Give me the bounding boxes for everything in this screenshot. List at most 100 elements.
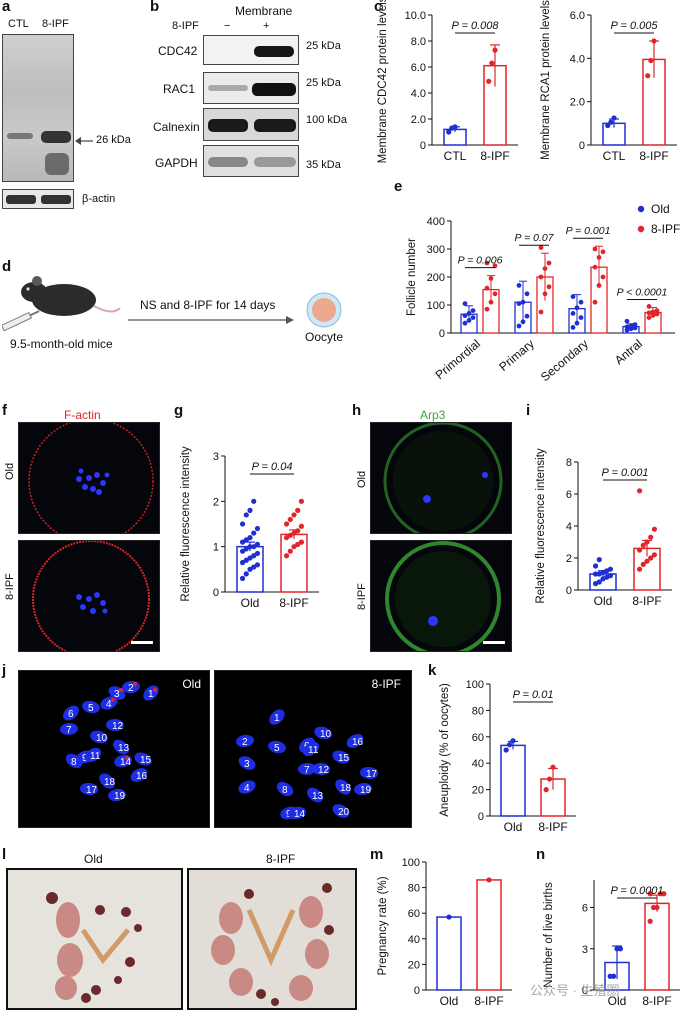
row-label-old: Old (4, 462, 16, 480)
data-point (243, 537, 249, 543)
x-tick-label: 8-IPF (632, 594, 661, 608)
data-point (538, 245, 544, 250)
p-value-label: P = 0.006 (458, 255, 503, 267)
blot-kda-label: 25 kDa (306, 77, 341, 89)
bar (476, 879, 502, 991)
data-point (486, 877, 492, 883)
chromosome-number: 19 (114, 791, 126, 802)
data-point (520, 299, 526, 305)
data-point (492, 47, 498, 53)
y-tick-label: 0 (579, 140, 585, 152)
data-point (287, 548, 293, 554)
chromosome (332, 804, 350, 818)
y-tick-label: 6 (582, 903, 588, 915)
data-point (607, 566, 614, 572)
x-tick-label: Antral (612, 337, 645, 368)
data-point (650, 309, 656, 315)
data-point (600, 249, 606, 255)
chromosome-number: 11 (90, 751, 101, 762)
data-point (574, 320, 580, 326)
data-point (446, 129, 452, 135)
data-point (661, 891, 667, 897)
data-point (646, 304, 652, 309)
data-point (298, 523, 305, 529)
blot-band (41, 131, 71, 143)
micrograph-arp3-old (370, 422, 512, 534)
data-point (640, 561, 646, 567)
chromosome (360, 766, 378, 780)
data-point (295, 541, 301, 547)
data-point (651, 526, 658, 532)
data-point (247, 555, 253, 561)
data-point (251, 498, 257, 504)
photo-title-8ipf: 8-IPF (266, 852, 296, 866)
blot-kda-label: 35 kDa (306, 159, 341, 171)
data-point (611, 115, 617, 121)
x-tick-label: Old (594, 594, 613, 608)
chromosome (238, 780, 256, 794)
chromosome-number: 8 (71, 757, 77, 768)
data-point (538, 274, 544, 280)
data-point (239, 575, 246, 581)
blot-kda-label: 25 kDa (306, 40, 341, 52)
data-point (283, 553, 290, 559)
x-tick-label: Old (440, 994, 459, 1008)
data-point (486, 78, 492, 84)
chromosome-number: 3 (244, 759, 250, 770)
x-tick-label: Secondary (538, 337, 591, 385)
chromosome-number: 5 (88, 703, 94, 714)
legend-marker (637, 205, 645, 213)
y-tick-label: 0 (582, 985, 588, 997)
chromosome-number: 1 (148, 689, 154, 700)
data-point (291, 530, 297, 536)
band-size-label: 26 kDa (96, 134, 131, 146)
data-point (610, 973, 617, 979)
blot-row-label: GAPDH (155, 156, 198, 170)
data-point (247, 566, 253, 572)
data-point (247, 535, 253, 541)
chromosome-number: 11 (308, 745, 319, 756)
chromosome (106, 718, 124, 732)
bar (436, 916, 462, 991)
panel-label-m: m (370, 846, 384, 863)
data-point (644, 558, 650, 564)
treatment-sign-minus: − (224, 20, 231, 32)
panel-label-g: g (174, 402, 184, 419)
chromosome-number: 2 (242, 737, 248, 748)
y-tick-label: 3 (213, 451, 219, 463)
x-tick-label: Old (504, 820, 523, 834)
treatment-row-label: 8-IPF (172, 20, 199, 32)
loading-control-blot (2, 189, 74, 209)
blot-band (254, 157, 296, 167)
chromosome-number: 12 (112, 721, 124, 732)
x-tick-label: 8-IPF (642, 994, 671, 1008)
micrograph-f-actin-8ipf (18, 540, 160, 652)
chromosome-number: 16 (136, 771, 148, 782)
y-tick-label: 60 (408, 908, 420, 920)
y-tick-label: 100 (427, 300, 445, 312)
data-point (542, 266, 548, 271)
y-tick-label: 2 (213, 496, 219, 508)
data-point (644, 539, 650, 545)
panel-label-j: j (2, 662, 7, 679)
x-tick-label: CTL (444, 149, 467, 163)
chromosome (130, 768, 148, 782)
chromosome (236, 734, 254, 748)
chromosome (346, 734, 364, 748)
p-value-label: P = 0.07 (514, 232, 554, 244)
data-point (247, 507, 253, 513)
data-point (600, 274, 606, 280)
y-tick-label: 2 (566, 553, 572, 565)
data-point (647, 918, 653, 924)
chromosome-number: 17 (86, 785, 98, 796)
arrow-icon (128, 316, 294, 324)
chromosome (288, 806, 306, 820)
chromosome (238, 756, 256, 770)
blot-band (6, 195, 36, 204)
chromosome-number: 8 (282, 785, 288, 796)
data-point (243, 512, 249, 518)
data-point (592, 246, 598, 252)
y-tick-label: 80 (408, 883, 420, 895)
y-tick-label: 60 (472, 732, 484, 744)
y-tick-label: 6 (566, 489, 572, 501)
